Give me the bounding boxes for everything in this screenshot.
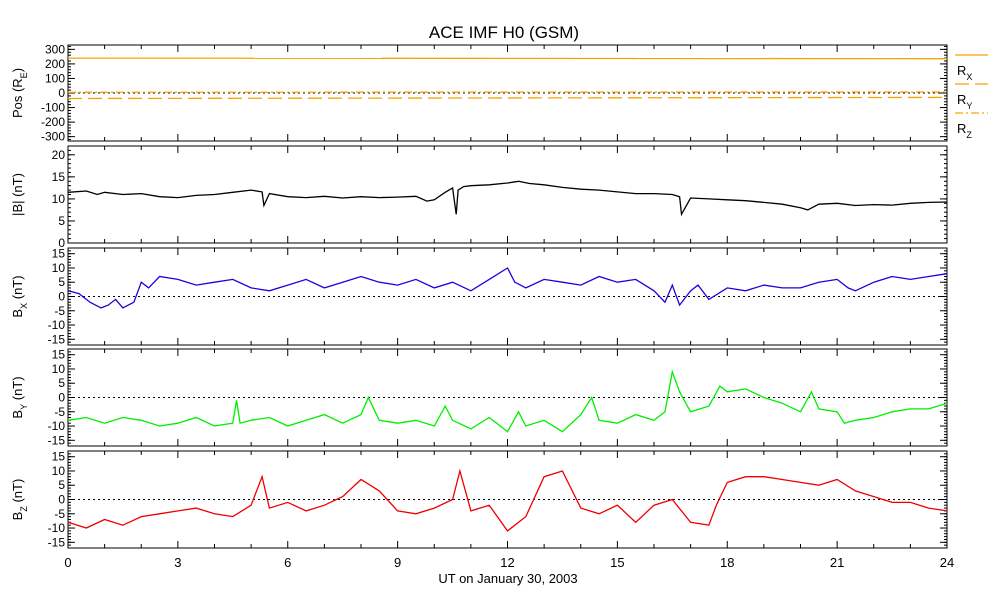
y-tick-label: -5 xyxy=(54,405,65,419)
y-tick-label: 0 xyxy=(58,236,65,250)
x-tick-label: 18 xyxy=(720,555,734,570)
y-tick-label: -5 xyxy=(54,507,65,521)
legend-label: RZ xyxy=(957,121,972,140)
legend-label: RY xyxy=(957,92,972,111)
y-tick-label: 0 xyxy=(58,290,65,304)
panel-frame xyxy=(67,145,948,244)
y-tick-label: 10 xyxy=(52,192,66,206)
y-tick-label: 5 xyxy=(58,214,65,228)
series-line-bx xyxy=(67,267,948,309)
y-tick-label: 10 xyxy=(52,464,66,478)
y-tick-label: 0 xyxy=(58,86,65,100)
x-tick-label: 3 xyxy=(174,555,181,570)
y-tick-label: -15 xyxy=(48,433,66,447)
y-axis-label: BY (nT) xyxy=(10,376,29,418)
x-axis: 0 3 6 9 12 15 18 21 24 xyxy=(64,555,954,570)
y-tick-label: 200 xyxy=(45,57,65,71)
x-tick-label: 9 xyxy=(394,555,401,570)
y-tick-label: 15 xyxy=(52,450,66,464)
x-tick-label: 12 xyxy=(500,555,514,570)
y-tick-label: -200 xyxy=(41,115,65,129)
y-tick-label: 15 xyxy=(52,170,66,184)
x-tick-label: 21 xyxy=(830,555,844,570)
series-line-bz xyxy=(67,468,948,532)
series-line-pos xyxy=(67,96,948,100)
y-axis-label: |B| (nT) xyxy=(10,173,25,216)
x-axis-label: UT on January 30, 2003 xyxy=(438,571,577,586)
x-tick-label: 0 xyxy=(64,555,71,570)
y-tick-label: -10 xyxy=(48,521,66,535)
y-tick-label: 0 xyxy=(58,493,65,507)
y-tick-label: 300 xyxy=(45,42,65,56)
y-axis-label: Pos (RE) xyxy=(10,68,29,118)
y-tick-label: -5 xyxy=(54,304,65,318)
y-tick-label: 5 xyxy=(58,275,65,289)
series-line-by xyxy=(67,369,948,433)
y-axis-label: BZ (nT) xyxy=(10,479,29,521)
y-tick-label: 0 xyxy=(58,391,65,405)
y-tick-label: 20 xyxy=(52,148,66,162)
y-tick-label: -100 xyxy=(41,101,65,115)
y-axis-label: BX (nT) xyxy=(10,275,29,317)
legend-label: RX xyxy=(957,63,972,82)
y-tick-label: 15 xyxy=(52,348,66,362)
y-tick-label: 10 xyxy=(52,362,66,376)
y-tick-label: -15 xyxy=(48,332,66,346)
x-tick-label: 6 xyxy=(284,555,291,570)
y-tick-label: -15 xyxy=(48,535,66,549)
y-tick-label: 100 xyxy=(45,71,65,85)
series-line-btotal xyxy=(67,180,948,217)
x-tick-label: 24 xyxy=(940,555,954,570)
y-tick-label: 15 xyxy=(52,247,66,261)
y-tick-label: -10 xyxy=(48,318,66,332)
y-tick-label: -300 xyxy=(41,130,65,144)
y-tick-label: 10 xyxy=(52,261,66,275)
x-tick-label: 15 xyxy=(610,555,624,570)
panel-btotal: 20 15 10 5 0 |B| (nT) xyxy=(10,145,948,250)
chart-title: ACE IMF H0 (GSM) xyxy=(429,23,579,42)
y-tick-label: 5 xyxy=(58,376,65,390)
y-tick-label: 5 xyxy=(58,478,65,492)
series-line-pos xyxy=(67,57,948,60)
y-tick-label: -10 xyxy=(48,419,66,433)
